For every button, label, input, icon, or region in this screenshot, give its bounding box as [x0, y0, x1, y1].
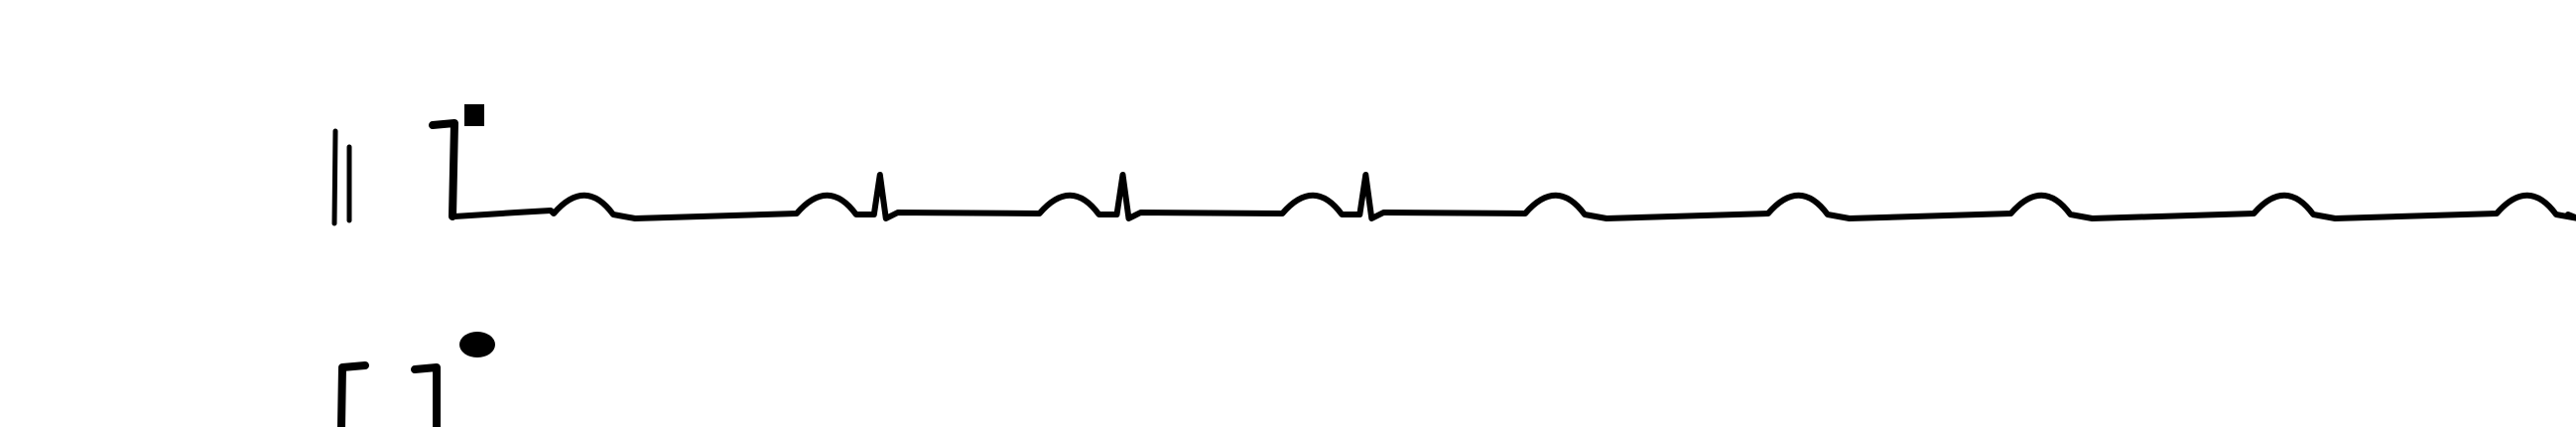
upper-calibration-square [464, 104, 484, 126]
upper-ecg-trace [451, 172, 2576, 221]
upper-calibration-pulse [429, 119, 458, 220]
upper-lead-marker [331, 128, 352, 226]
upper-lead-tick-1 [331, 128, 338, 226]
lower-lead-marker [337, 361, 369, 427]
lower-calibration-pulse [411, 363, 441, 427]
lower-calibration-square [459, 332, 495, 357]
